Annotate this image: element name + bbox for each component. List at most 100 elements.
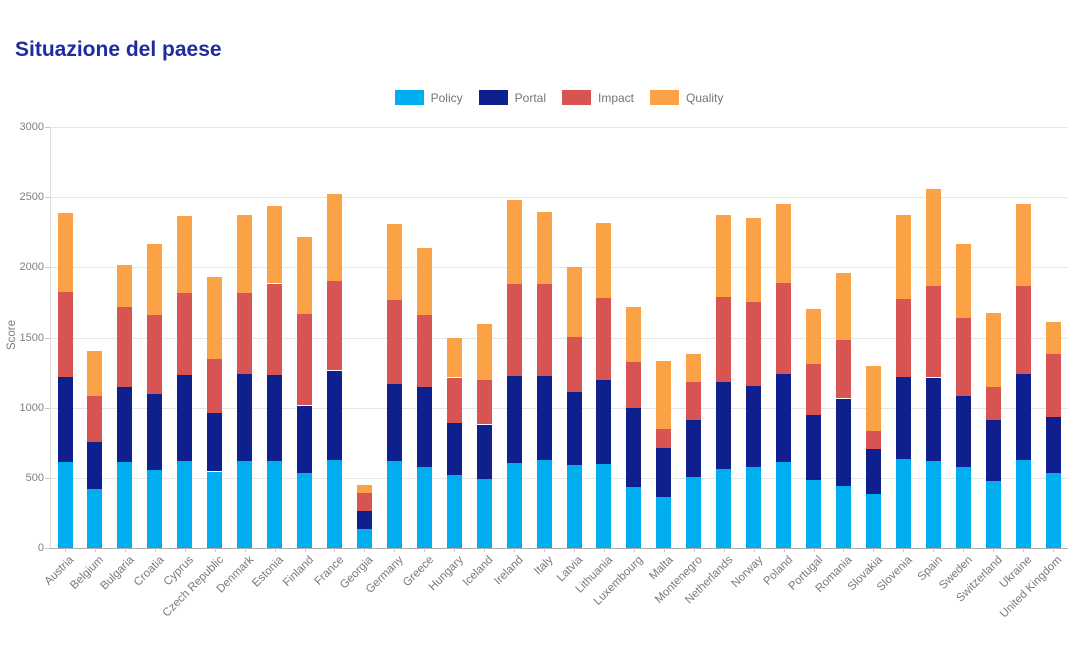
bar-cyprus-portal[interactable] bbox=[177, 374, 193, 461]
bar-bulgaria-impact[interactable] bbox=[117, 307, 133, 388]
bar-iceland-quality[interactable] bbox=[476, 324, 492, 381]
bar-iceland-portal[interactable] bbox=[476, 424, 492, 480]
bar-czech-republic-impact[interactable] bbox=[207, 359, 223, 414]
bar-georgia-policy[interactable] bbox=[356, 529, 372, 548]
bar-spain-policy[interactable] bbox=[925, 461, 941, 548]
bar-cyprus-quality[interactable] bbox=[177, 216, 193, 293]
bar-czech-republic-portal[interactable] bbox=[207, 413, 223, 472]
bar-lithuania-policy[interactable] bbox=[596, 463, 612, 548]
bar-finland-policy[interactable] bbox=[297, 472, 312, 548]
bar-luxembourg-impact[interactable] bbox=[626, 362, 642, 409]
bar-switzerland-quality[interactable] bbox=[985, 312, 1001, 388]
bar-ireland-policy[interactable] bbox=[506, 463, 522, 548]
bar-hungary-quality[interactable] bbox=[446, 338, 462, 378]
bar-united-kingdom-policy[interactable] bbox=[1045, 472, 1061, 548]
bar-slovenia-impact[interactable] bbox=[895, 298, 911, 377]
bar-bulgaria-quality[interactable] bbox=[117, 265, 133, 308]
bar-hungary-portal[interactable] bbox=[446, 423, 462, 475]
bar-greece-portal[interactable] bbox=[416, 387, 432, 468]
bar-malta-portal[interactable] bbox=[656, 448, 672, 497]
bar-belgium-portal[interactable] bbox=[87, 442, 103, 489]
bar-slovakia-impact[interactable] bbox=[865, 430, 881, 449]
bar-malta-quality[interactable] bbox=[656, 360, 672, 429]
bar-sweden-quality[interactable] bbox=[955, 243, 971, 318]
legend-item-policy[interactable]: Policy bbox=[394, 90, 463, 105]
bar-ukraine-quality[interactable] bbox=[1015, 203, 1031, 287]
bar-italy-portal[interactable] bbox=[536, 376, 552, 460]
bar-cyprus-policy[interactable] bbox=[177, 461, 193, 548]
bar-romania-quality[interactable] bbox=[835, 272, 851, 340]
bar-austria-policy[interactable] bbox=[57, 461, 73, 548]
bar-united-kingdom-portal[interactable] bbox=[1045, 416, 1061, 473]
bar-italy-policy[interactable] bbox=[536, 459, 552, 548]
bar-latvia-impact[interactable] bbox=[566, 336, 582, 393]
bar-slovakia-portal[interactable] bbox=[865, 449, 881, 494]
bar-finland-impact[interactable] bbox=[297, 314, 312, 406]
bar-greece-policy[interactable] bbox=[416, 467, 432, 548]
bar-cyprus-impact[interactable] bbox=[177, 292, 193, 375]
bar-switzerland-portal[interactable] bbox=[985, 420, 1001, 482]
bar-slovakia-policy[interactable] bbox=[865, 494, 881, 548]
bar-belgium-policy[interactable] bbox=[87, 489, 103, 548]
bar-luxembourg-quality[interactable] bbox=[626, 306, 642, 362]
bar-estonia-policy[interactable] bbox=[267, 461, 283, 548]
bar-sweden-policy[interactable] bbox=[955, 467, 971, 548]
bar-czech-republic-policy[interactable] bbox=[207, 471, 223, 548]
bar-montenegro-portal[interactable] bbox=[686, 419, 702, 478]
legend-item-quality[interactable]: Quality bbox=[650, 90, 723, 105]
bar-georgia-impact[interactable] bbox=[356, 492, 372, 511]
bar-estonia-quality[interactable] bbox=[267, 206, 283, 284]
bar-slovenia-quality[interactable] bbox=[895, 214, 911, 299]
bar-poland-quality[interactable] bbox=[776, 203, 792, 283]
bar-netherlands-quality[interactable] bbox=[716, 214, 732, 297]
bar-ukraine-portal[interactable] bbox=[1015, 374, 1031, 460]
bar-portugal-policy[interactable] bbox=[806, 479, 821, 548]
bar-netherlands-portal[interactable] bbox=[716, 381, 732, 470]
bar-portugal-quality[interactable] bbox=[806, 308, 821, 365]
bar-luxembourg-policy[interactable] bbox=[626, 487, 642, 548]
bar-france-policy[interactable] bbox=[326, 460, 342, 548]
bar-austria-portal[interactable] bbox=[57, 376, 73, 462]
bar-slovenia-policy[interactable] bbox=[895, 458, 911, 548]
legend-item-portal[interactable]: Portal bbox=[478, 90, 546, 105]
bar-switzerland-policy[interactable] bbox=[985, 481, 1001, 548]
bar-united-kingdom-impact[interactable] bbox=[1045, 353, 1061, 417]
bar-poland-portal[interactable] bbox=[776, 374, 792, 462]
bar-croatia-quality[interactable] bbox=[147, 244, 163, 316]
bar-montenegro-impact[interactable] bbox=[686, 381, 702, 420]
bar-united-kingdom-quality[interactable] bbox=[1045, 322, 1061, 354]
legend-item-impact[interactable]: Impact bbox=[562, 90, 634, 105]
bar-slovakia-quality[interactable] bbox=[865, 366, 881, 431]
bar-luxembourg-portal[interactable] bbox=[626, 408, 642, 487]
bar-greece-quality[interactable] bbox=[416, 248, 432, 316]
bar-malta-impact[interactable] bbox=[656, 428, 672, 449]
bar-sweden-portal[interactable] bbox=[955, 396, 971, 468]
bar-bulgaria-portal[interactable] bbox=[117, 387, 133, 462]
bar-bulgaria-policy[interactable] bbox=[117, 461, 133, 548]
bar-netherlands-impact[interactable] bbox=[716, 296, 732, 382]
bar-germany-quality[interactable] bbox=[386, 223, 402, 301]
bar-slovenia-portal[interactable] bbox=[895, 376, 911, 459]
bar-portugal-portal[interactable] bbox=[806, 415, 821, 480]
bar-georgia-quality[interactable] bbox=[356, 484, 372, 493]
bar-norway-policy[interactable] bbox=[746, 466, 762, 548]
bar-greece-impact[interactable] bbox=[416, 315, 432, 388]
bar-italy-impact[interactable] bbox=[536, 284, 552, 377]
bar-germany-impact[interactable] bbox=[386, 300, 402, 384]
bar-finland-quality[interactable] bbox=[297, 236, 312, 315]
bar-iceland-impact[interactable] bbox=[476, 380, 492, 425]
bar-latvia-quality[interactable] bbox=[566, 267, 582, 337]
bar-lithuania-impact[interactable] bbox=[596, 298, 612, 380]
bar-ukraine-policy[interactable] bbox=[1015, 459, 1031, 548]
bar-montenegro-policy[interactable] bbox=[686, 477, 702, 548]
bar-poland-policy[interactable] bbox=[776, 461, 792, 548]
bar-czech-republic-quality[interactable] bbox=[207, 277, 223, 360]
bar-lithuania-quality[interactable] bbox=[596, 223, 612, 299]
bar-portugal-impact[interactable] bbox=[806, 364, 821, 416]
bar-switzerland-impact[interactable] bbox=[985, 387, 1001, 421]
bar-spain-portal[interactable] bbox=[925, 377, 941, 461]
bar-sweden-impact[interactable] bbox=[955, 317, 971, 397]
bar-ireland-quality[interactable] bbox=[506, 200, 522, 285]
bar-norway-portal[interactable] bbox=[746, 385, 762, 467]
bar-estonia-portal[interactable] bbox=[267, 374, 283, 461]
